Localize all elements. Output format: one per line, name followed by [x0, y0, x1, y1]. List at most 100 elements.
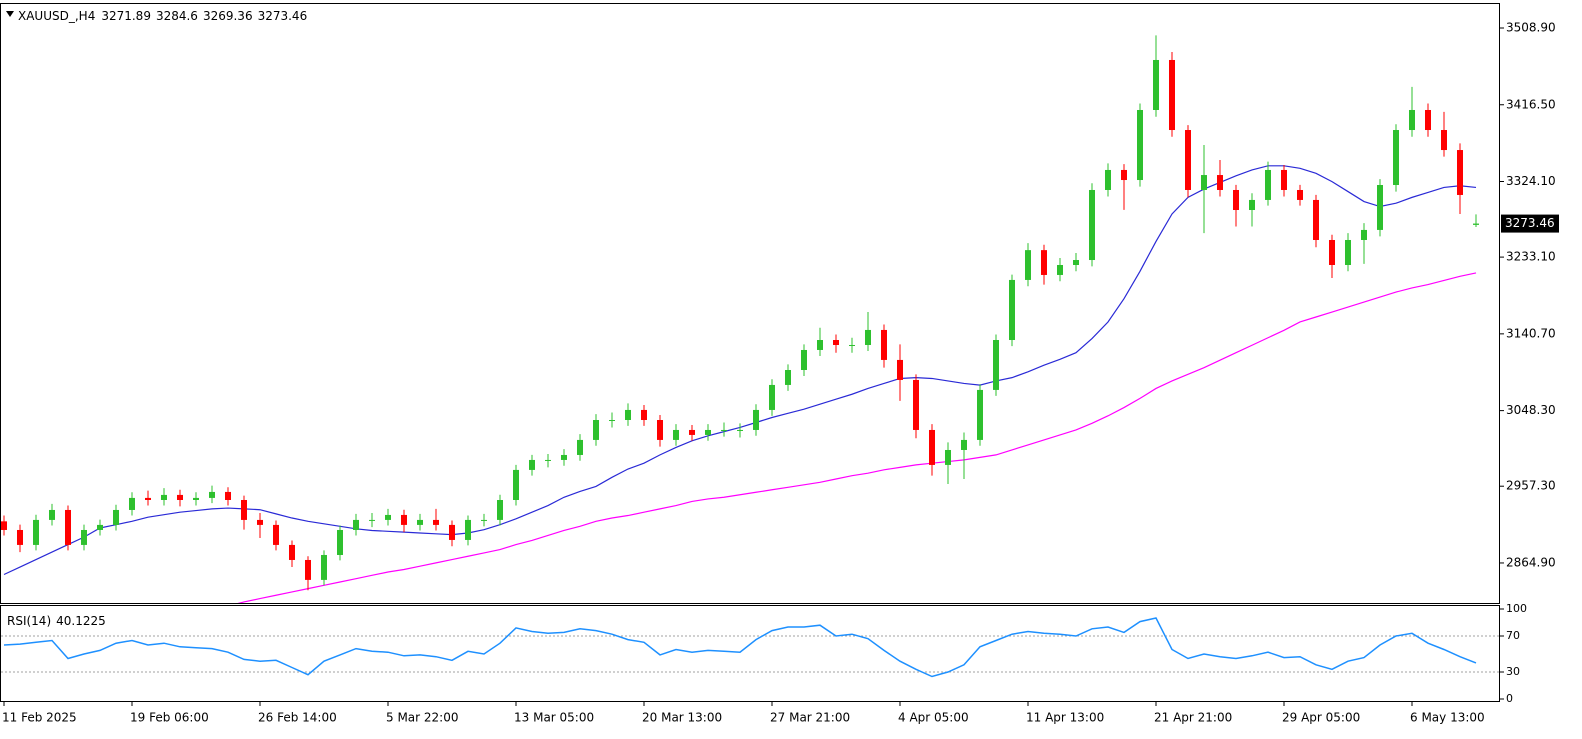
chart-header: XAUUSD_,H4 3271.89 3284.6 3269.36 3273.46 — [18, 9, 307, 23]
rsi-last: 40.1225 — [56, 614, 106, 628]
candle-body — [1025, 250, 1031, 280]
candle-body — [1009, 279, 1015, 341]
y-tick-label: 3233.10 — [1506, 250, 1556, 264]
candle-body — [1057, 264, 1063, 275]
candle-body — [881, 329, 887, 360]
rsi-tick-label: 30 — [1506, 665, 1520, 678]
candle-body — [209, 491, 215, 498]
candle-body — [449, 524, 455, 540]
x-tick-label: 13 Mar 05:00 — [514, 711, 594, 725]
collapse-triangle[interactable] — [6, 11, 14, 17]
x-tick-label: 29 Apr 05:00 — [1282, 711, 1360, 725]
candle-body — [977, 389, 983, 440]
main-panel-frame — [0, 3, 1500, 604]
candle-body — [145, 497, 151, 500]
candle-body — [241, 499, 247, 520]
candle-body — [433, 519, 439, 525]
candle-body — [465, 519, 471, 540]
candle-body — [897, 359, 903, 380]
x-tick-label: 19 Feb 06:00 — [130, 711, 209, 725]
candle-body — [369, 519, 375, 521]
candle-body — [689, 429, 695, 435]
candle-body — [497, 499, 503, 520]
candle-body — [193, 497, 199, 500]
candle-body — [1089, 189, 1095, 261]
candle-body — [1457, 150, 1463, 195]
candle-body — [657, 420, 663, 440]
candle-body — [737, 429, 743, 431]
rsi-tick-label: 70 — [1506, 629, 1520, 642]
candle-body — [721, 429, 727, 431]
candle-body — [545, 459, 551, 461]
candle-body — [1169, 59, 1175, 131]
candle-body — [1185, 130, 1191, 190]
candle-body — [673, 429, 679, 440]
candle-body — [1233, 189, 1239, 211]
x-tick-label: 11 Feb 2025 — [2, 711, 77, 725]
candle-body — [1201, 175, 1207, 190]
candle-body — [1217, 175, 1223, 190]
candle-body — [929, 429, 935, 465]
candle-body — [529, 459, 535, 470]
candle-body — [1265, 169, 1271, 200]
candle-body — [769, 384, 775, 410]
high-price: 3284.6 — [156, 9, 198, 23]
rsi-title: RSI(14) — [7, 614, 51, 628]
x-tick-label: 6 May 13:00 — [1410, 711, 1485, 725]
candle-body — [1137, 109, 1143, 181]
candle-body — [161, 494, 167, 500]
x-tick-label: 21 Apr 21:00 — [1154, 711, 1232, 725]
candle-body — [1249, 199, 1255, 211]
candle-body — [609, 420, 615, 422]
open-price: 3271.89 — [101, 9, 151, 23]
candle-body — [1073, 260, 1079, 265]
candle-body — [961, 439, 967, 450]
candle-body — [1121, 169, 1127, 181]
y-tick-label: 3140.70 — [1506, 326, 1556, 340]
x-tick-label: 20 Mar 13:00 — [642, 711, 722, 725]
candle-body — [1425, 109, 1431, 131]
candle-body — [1297, 189, 1303, 200]
candle-body — [81, 529, 87, 545]
x-tick-label: 26 Feb 14:00 — [258, 711, 337, 725]
moving-average-line — [237, 272, 1477, 603]
candle-body — [1105, 169, 1111, 190]
candle-body — [1281, 169, 1287, 190]
candle-body — [225, 491, 231, 500]
y-tick-label: 2864.90 — [1506, 555, 1556, 569]
candle-body — [1329, 239, 1335, 265]
y-tick-label: 3324.10 — [1506, 174, 1556, 188]
y-tick-label: 2957.30 — [1506, 479, 1556, 493]
close-price: 3273.46 — [258, 9, 308, 23]
y-tick-label: 3416.50 — [1506, 97, 1556, 111]
candle-body — [1, 521, 7, 530]
candle-body — [385, 514, 391, 520]
candle-body — [833, 340, 839, 345]
candle-body — [353, 519, 359, 530]
symbol-title: XAUUSD_,H4 — [18, 9, 95, 23]
candle-body — [801, 349, 807, 370]
candle-body — [817, 340, 823, 350]
candle-body — [1313, 199, 1319, 240]
rsi-panel-frame — [0, 605, 1500, 702]
candle-body — [785, 369, 791, 385]
rsi-header: RSI(14) 40.1225 — [7, 614, 106, 628]
candle-body — [17, 529, 23, 545]
candle-body — [177, 494, 183, 500]
candle-body — [561, 454, 567, 460]
candle-body — [849, 344, 855, 346]
candle-body — [321, 554, 327, 580]
x-tick-label: 11 Apr 13:00 — [1026, 711, 1104, 725]
current-price-box — [1501, 214, 1559, 233]
price-plot — [1, 35, 1479, 603]
candle-body — [1393, 130, 1399, 186]
candle-body — [49, 509, 55, 520]
candle-body — [1441, 130, 1447, 151]
y-tick-label: 3048.30 — [1506, 403, 1556, 417]
candle-body — [513, 469, 519, 500]
candle-body — [113, 509, 119, 525]
low-price: 3269.36 — [203, 9, 253, 23]
x-tick-label: 27 Mar 21:00 — [770, 711, 850, 725]
candle-body — [1377, 185, 1383, 230]
